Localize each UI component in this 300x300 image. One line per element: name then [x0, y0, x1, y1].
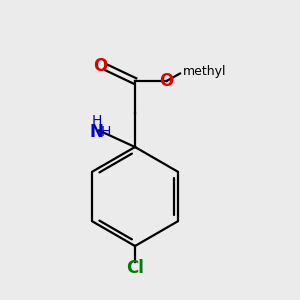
Text: O: O — [159, 72, 174, 90]
Text: Cl: Cl — [126, 259, 144, 277]
Text: methyl: methyl — [182, 65, 226, 78]
Text: O: O — [93, 57, 108, 75]
Text: N: N — [90, 123, 104, 141]
Text: H: H — [92, 115, 102, 128]
Text: H: H — [100, 125, 111, 139]
